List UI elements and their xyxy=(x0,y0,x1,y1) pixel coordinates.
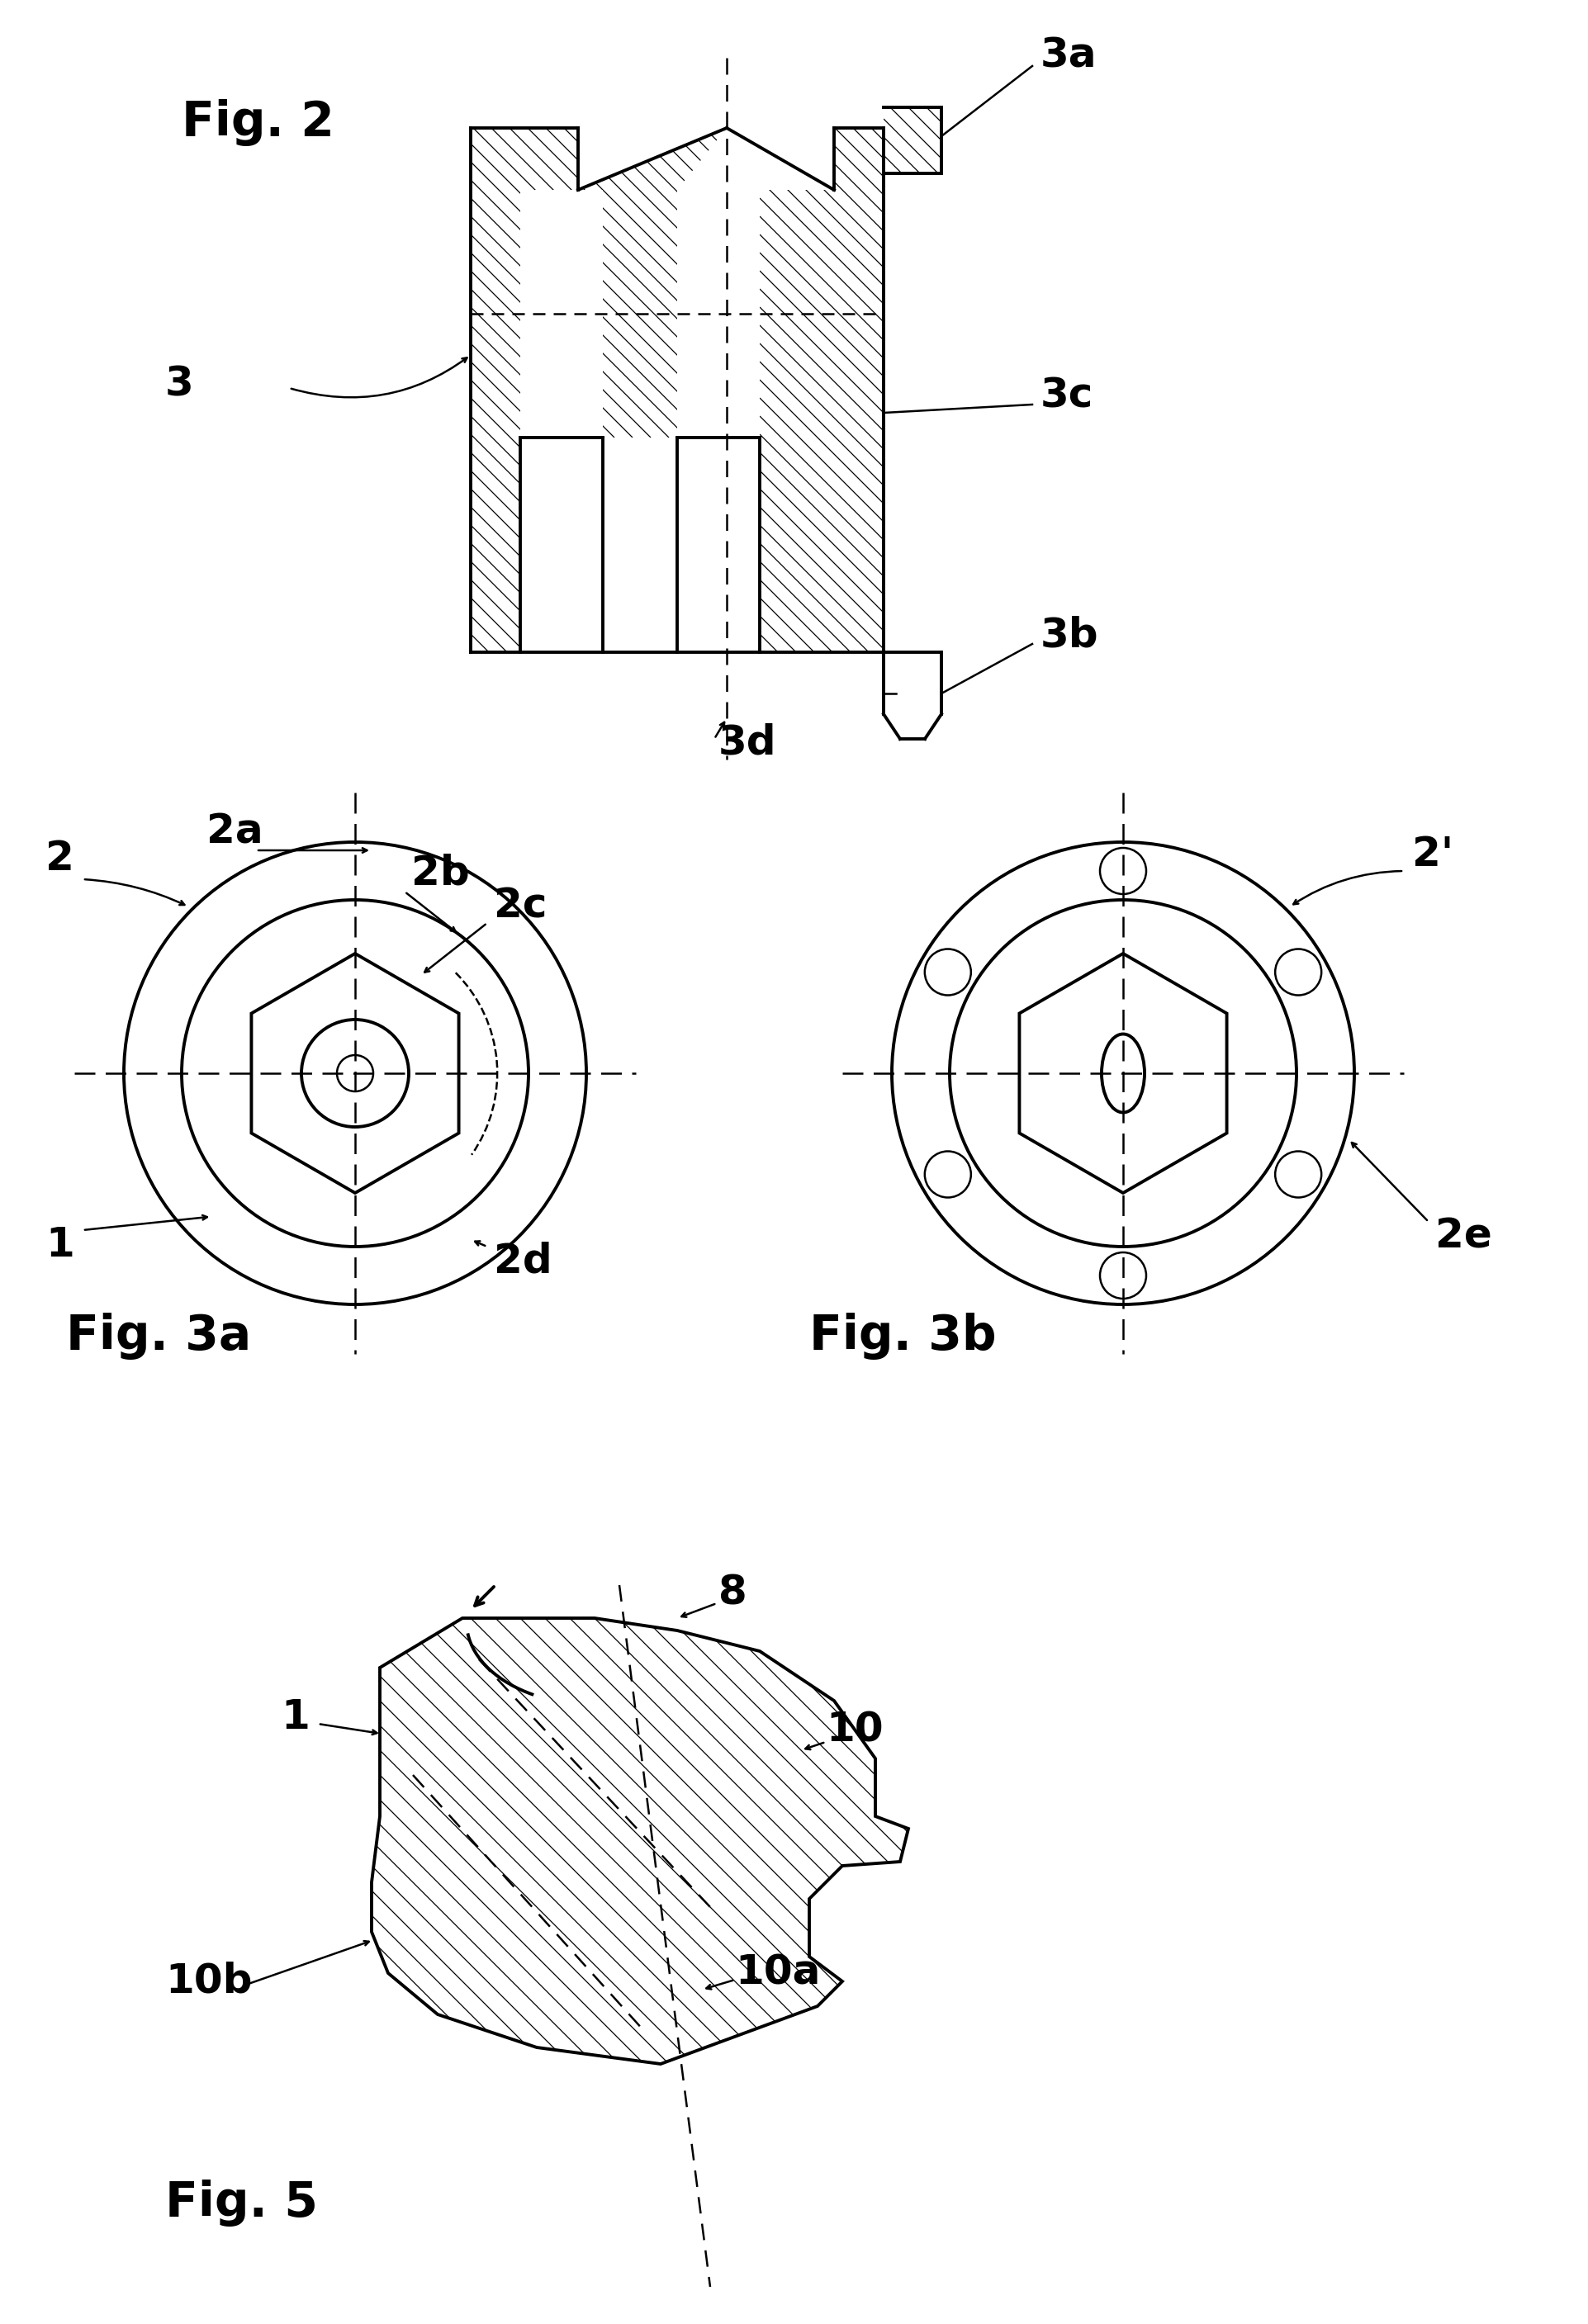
Text: 2a: 2a xyxy=(206,813,264,853)
Text: 10: 10 xyxy=(826,1710,883,1750)
Text: Fig. 2: Fig. 2 xyxy=(181,100,335,146)
Text: 2b: 2b xyxy=(411,853,470,892)
Text: Fig. 5: Fig. 5 xyxy=(165,2180,318,2226)
Circle shape xyxy=(924,1150,970,1197)
Text: 3: 3 xyxy=(165,365,194,404)
Text: 3b: 3b xyxy=(1040,616,1099,655)
Text: 1: 1 xyxy=(46,1225,75,1264)
Text: 8: 8 xyxy=(718,1573,746,1613)
Text: 3a: 3a xyxy=(1040,37,1097,77)
Text: 10a: 10a xyxy=(735,1952,821,1994)
Circle shape xyxy=(924,948,970,995)
Text: 10b: 10b xyxy=(165,1961,252,2001)
Text: 2e: 2e xyxy=(1436,1218,1493,1257)
Circle shape xyxy=(1275,1150,1321,1197)
Text: 3d: 3d xyxy=(718,723,777,762)
Text: Fig. 3b: Fig. 3b xyxy=(810,1313,996,1360)
Circle shape xyxy=(1275,948,1321,995)
Text: 2c: 2c xyxy=(494,888,548,927)
Text: 2': 2' xyxy=(1412,834,1453,874)
Circle shape xyxy=(1100,848,1147,895)
Text: Fig. 3a: Fig. 3a xyxy=(67,1313,251,1360)
Circle shape xyxy=(1100,1253,1147,1299)
Text: 1: 1 xyxy=(281,1697,310,1736)
Text: 2: 2 xyxy=(46,839,75,878)
Text: 3c: 3c xyxy=(1040,376,1094,416)
Text: 2d: 2d xyxy=(494,1241,553,1281)
